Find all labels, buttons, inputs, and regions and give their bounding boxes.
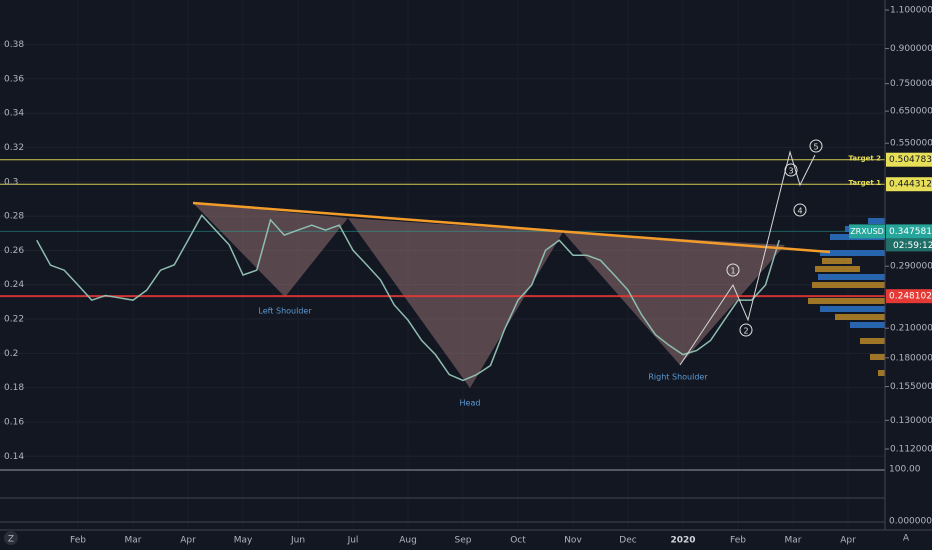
vp-bar	[822, 258, 852, 264]
price-tag	[886, 152, 932, 167]
y2-tick-label: 0.65000000	[890, 107, 932, 117]
x-tick-label: Apr	[840, 536, 856, 546]
y-tick-label: 0.38	[4, 40, 24, 50]
wave-label: 3	[788, 167, 793, 176]
pattern-label: Left Shoulder	[258, 307, 312, 316]
vp-bar	[820, 250, 885, 256]
y-tick-label: 0.24	[4, 280, 24, 290]
vp-bar	[860, 338, 885, 344]
wave-circle	[784, 163, 798, 177]
pattern-shape	[348, 218, 563, 388]
wave-path	[679, 150, 816, 366]
y2-tick-label: 0.29000000	[890, 262, 932, 272]
x-tick-label: Dec	[619, 536, 636, 546]
wave-circle	[726, 263, 740, 277]
wave-circle	[793, 203, 807, 217]
price-tag-label: 0.34758179	[889, 227, 932, 237]
wave-label: 1	[730, 267, 735, 276]
y-tick-label: 0.22	[4, 315, 24, 325]
level-name: Target 2	[849, 155, 882, 163]
vp-bar	[850, 322, 885, 328]
countdown-tag	[886, 238, 932, 252]
x-tick-label: Apr	[180, 536, 196, 546]
price-tag	[886, 177, 932, 192]
y2-tick-label: 0.18000000	[890, 353, 932, 363]
vp-bar	[878, 370, 885, 376]
y2-tick-label: 0.55000000	[890, 139, 932, 149]
x-tick-label: Jul	[347, 536, 359, 546]
neckline	[192, 201, 831, 254]
pane-label: 0.00000000	[889, 517, 932, 527]
x-tick-label: Sep	[455, 536, 472, 546]
level-name: Target 1	[849, 179, 882, 187]
x-tick-label: Aug	[399, 536, 417, 546]
y-tick-label: 0.14	[4, 452, 24, 462]
y-tick-label: 0.3	[4, 177, 18, 187]
countdown: 02:59:12	[893, 241, 932, 251]
pattern-label: Right Shoulder	[648, 373, 708, 382]
vp-bar	[820, 306, 885, 312]
y2-tick-label: 0.11200000	[890, 444, 932, 454]
x-tick-label: Jun	[290, 536, 305, 546]
wave-circle	[809, 139, 823, 153]
price-tag-label: 0.50478319	[889, 155, 932, 165]
vp-bar	[818, 274, 885, 280]
wave-label: 2	[743, 327, 748, 336]
vp-bar	[868, 218, 885, 224]
logo-badge[interactable]	[4, 531, 18, 545]
grid	[0, 44, 885, 457]
overlay-labels: 0.14 0.16 0.18 0.2 0.22 0.24 0.26 0.28 0.3 0.32 0.…	[4, 6, 932, 546]
wave-label: 5	[813, 143, 818, 152]
x-tick-label: Feb	[730, 536, 746, 546]
symbol-tag	[849, 224, 885, 239]
y-tick-label: 0.34	[4, 109, 24, 119]
y2-tick-label: 0.21000000	[890, 324, 932, 334]
x-tick-label: May	[234, 536, 253, 546]
price-tag-label: 0.44431245	[889, 180, 932, 190]
y2-tick-label: 0.15500000	[890, 382, 932, 392]
y-tick-label: 0.2	[4, 349, 18, 359]
price	[36, 214, 780, 382]
pattern-label: Head	[460, 399, 481, 408]
vp-bar	[835, 314, 885, 320]
price-tag	[886, 289, 932, 304]
x-tick-label: Feb	[70, 536, 86, 546]
y-tick-label: 0.36	[4, 74, 24, 84]
y2-tick-label: 0.75000000	[890, 79, 932, 89]
x-tick-label: Mar	[125, 536, 142, 546]
wave-label: 4	[797, 207, 802, 216]
y2-tick-label: 0.90000000	[890, 44, 932, 54]
price-line	[36, 214, 780, 382]
price-tag-label: 0.24810273	[889, 292, 932, 302]
pane-label: 100.00	[889, 465, 921, 475]
vp-bar	[870, 354, 885, 360]
wave-markers	[726, 139, 823, 337]
vp-bar	[815, 266, 860, 272]
auto-scale[interactable]: A	[903, 534, 910, 544]
y-tick-label: 0.32	[4, 143, 24, 153]
wave-circle	[739, 323, 753, 337]
y-tick-label: 0.28	[4, 212, 24, 222]
y2-tick-label: 0.13000000	[890, 416, 932, 426]
vp-bar	[808, 298, 885, 304]
y-tick-label: 0.18	[4, 383, 24, 393]
y-tick-label: 0.16	[4, 417, 24, 427]
price-tag	[886, 224, 932, 239]
y-tick-label: 0.26	[4, 246, 24, 256]
x-tick-label: Oct	[510, 536, 526, 546]
y2-tick-label: 1.10000000	[890, 6, 932, 16]
x-tick-label: 2020	[670, 536, 695, 546]
vp-bar	[812, 282, 885, 288]
symbol-label: ZRXUSD	[850, 227, 884, 236]
logo[interactable]: Z	[8, 535, 14, 545]
x-tick-label: Nov	[564, 536, 582, 546]
x-tick-label: Mar	[785, 536, 802, 546]
